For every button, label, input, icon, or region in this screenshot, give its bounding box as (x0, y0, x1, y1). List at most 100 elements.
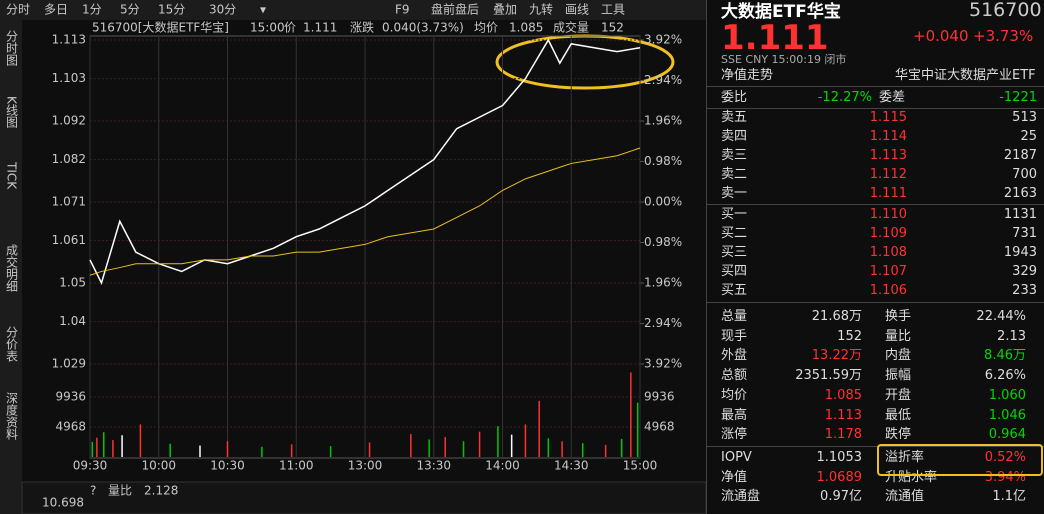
volume-tick-label: 4968 (55, 420, 86, 434)
side-tab[interactable]: 分价表 (5, 326, 19, 362)
book-label: 卖二 (721, 167, 748, 182)
stat-label: 净值 (721, 469, 748, 485)
footer-text: 2.128 (144, 484, 178, 498)
y-tick-label: 1.113 (52, 33, 86, 47)
y-tick-label: 1.103 (52, 71, 86, 85)
stat-label: 升贴水率 (885, 469, 938, 485)
book-label: 卖三 (721, 148, 748, 163)
tool-button[interactable]: 叠加 (493, 3, 517, 17)
x-tick-label: 13:00 (348, 459, 383, 473)
tab[interactable]: ▾ (260, 3, 266, 17)
y-tick-label: 1.05 (59, 276, 86, 290)
y-tick-label: 1.04 (59, 314, 86, 328)
tool-button[interactable]: 盘前盘后 (431, 2, 479, 17)
x-tick-label: 13:30 (416, 459, 451, 473)
price-line (89, 147, 641, 276)
stat-value: 1.0689 (816, 469, 863, 485)
stat-label: 跌停 (885, 427, 912, 443)
quote-panel: 大数据ETF华宝 516700 1.111 +0.040 +3.73% SSE CNY 1… (706, 0, 1044, 514)
chart-header: 15:00 (250, 21, 285, 35)
weibi: -12.27% (817, 90, 872, 105)
y2-tick-label: 1.96% (644, 276, 682, 290)
y2-tick-label: 3.92% (644, 33, 682, 47)
book-label: 买五 (721, 283, 748, 298)
book-volume: 25 (1020, 129, 1037, 144)
stat-label: 最低 (885, 407, 912, 423)
volume-tick-label: 4968 (644, 420, 675, 434)
side-tab[interactable]: 分时图 (5, 30, 19, 66)
x-tick-label: 14:00 (485, 459, 520, 473)
y2-tick-label: 1.96% (644, 114, 682, 128)
footer-text: 量比 (108, 484, 132, 498)
stat-label: 量比 (885, 328, 912, 344)
stat-value: 1.113 (824, 407, 862, 423)
chart-header: 均价 (474, 21, 498, 35)
stat-label: 均价 (721, 387, 748, 403)
book-volume: 2163 (1003, 186, 1037, 201)
stat-value: 21.68万 (811, 309, 862, 324)
y2-tick-label: 2.94% (644, 73, 682, 87)
tab[interactable]: 30分 (209, 3, 236, 17)
separator (707, 204, 1044, 205)
side-tab[interactable]: 深度资料 (5, 392, 19, 440)
stat-label: 内盘 (885, 348, 912, 364)
book-label: 买一 (721, 207, 748, 222)
y-tick-label: 1.071 (52, 195, 86, 209)
y-tick-label: 1.082 (52, 152, 86, 166)
chart-header: 152 (601, 21, 624, 35)
book-price: 1.106 (869, 283, 907, 298)
book-price: 1.111 (869, 186, 907, 201)
book-price: 1.114 (869, 129, 907, 144)
stat-label: 外盘 (721, 348, 748, 364)
y2-tick-label: 3.92% (644, 357, 682, 371)
tool-button[interactable]: 画线 (565, 3, 589, 17)
y2-tick-label: 2.94% (644, 316, 682, 330)
x-tick-label: 09:30 (73, 459, 108, 473)
stat-label: 最高 (721, 407, 748, 423)
side-tab[interactable]: TICK (5, 161, 19, 190)
change-pct: +3.73% (973, 27, 1034, 45)
side-tab[interactable]: 成交明细 (5, 244, 19, 292)
tab[interactable]: 15分 (158, 3, 185, 17)
tab[interactable]: 5分 (120, 3, 140, 17)
sub-panel-bar (21, 481, 706, 514)
stat-value: 1.1053 (816, 450, 863, 465)
book-label: 买二 (721, 226, 748, 241)
separator (707, 108, 1044, 109)
stock-name: 大数据ETF华宝 (721, 2, 841, 22)
change: +0.040 (913, 27, 969, 45)
highlight-box (877, 444, 1043, 476)
separator (707, 302, 1044, 303)
stat-value: 152 (837, 328, 862, 344)
book-volume: 1131 (1003, 207, 1037, 222)
side-tab[interactable]: K线图 (5, 96, 19, 128)
subtitle: 净值走势 (721, 68, 774, 83)
chart-header: 0.040(3.73%) (382, 21, 464, 35)
stat-value: 13.22万 (811, 348, 862, 364)
stat-label: 涨停 (721, 427, 748, 443)
y2-tick-label: 0.98% (644, 154, 682, 168)
tool-button[interactable]: 九转 (529, 2, 553, 17)
stat-label: 总额 (721, 368, 748, 384)
stat-value: 2.13 (997, 328, 1026, 344)
x-tick-label: 10:00 (141, 459, 176, 473)
tab[interactable]: 分时 (6, 3, 30, 17)
chart-header: 成交量 (553, 20, 589, 35)
tab[interactable]: 多日 (44, 3, 68, 17)
tab[interactable]: 1分 (82, 3, 102, 17)
market-meta: SSE CNY 15:00:19 闭市 (721, 53, 847, 66)
book-volume: 1943 (1003, 245, 1037, 260)
subtitle: 华宝中证大数据产业ETF (895, 68, 1036, 83)
book-label: 买三 (721, 245, 748, 260)
stat-value: 1.060 (988, 387, 1026, 403)
book-volume: 2187 (1003, 148, 1037, 163)
volume-tick-label: 9936 (644, 390, 675, 404)
stat-label: 溢折率 (885, 450, 925, 465)
last-price: 1.111 (721, 18, 829, 58)
tool-button[interactable]: F9 (395, 3, 410, 17)
tool-button[interactable]: 工具 (601, 3, 625, 17)
y-tick-label: 1.092 (52, 114, 86, 128)
stat-label: 流通值 (885, 489, 925, 504)
stat-label: 开盘 (885, 387, 912, 403)
